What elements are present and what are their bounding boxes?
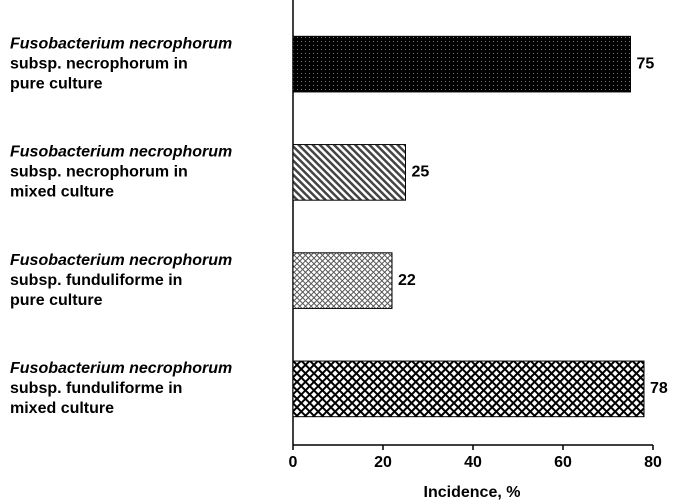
x-tick-label: 40 — [464, 454, 482, 471]
x-tick-label: 60 — [554, 454, 572, 471]
bar — [292, 35, 631, 93]
value-label: 25 — [412, 164, 430, 181]
category-label: pure culture — [10, 75, 103, 92]
category-label: subsp. funduliforme in — [10, 272, 182, 289]
bar — [292, 252, 393, 309]
category-label: subsp. funduliforme in — [10, 380, 182, 397]
category-label: Fusobacterium necrophorum — [10, 35, 232, 52]
bar — [292, 144, 406, 201]
bar — [292, 360, 645, 418]
category-label: Fusobacterium necrophorum — [10, 252, 232, 269]
value-label: 75 — [637, 55, 655, 72]
x-axis-label: Incidence, % — [424, 484, 521, 501]
category-label: subsp. necrophorum in — [10, 55, 188, 72]
category-label: Fusobacterium necrophorum — [10, 360, 232, 377]
category-label: mixed culture — [10, 400, 114, 417]
category-label: Fusobacterium necrophorum — [10, 144, 232, 161]
category-label: pure culture — [10, 292, 103, 309]
category-label: mixed culture — [10, 184, 114, 201]
x-tick-label: 20 — [374, 454, 392, 471]
value-label: 22 — [398, 272, 416, 289]
value-label: 78 — [650, 380, 668, 397]
x-tick-label: 0 — [289, 454, 298, 471]
x-tick-label: 80 — [644, 454, 662, 471]
category-label: subsp. necrophorum in — [10, 164, 188, 181]
